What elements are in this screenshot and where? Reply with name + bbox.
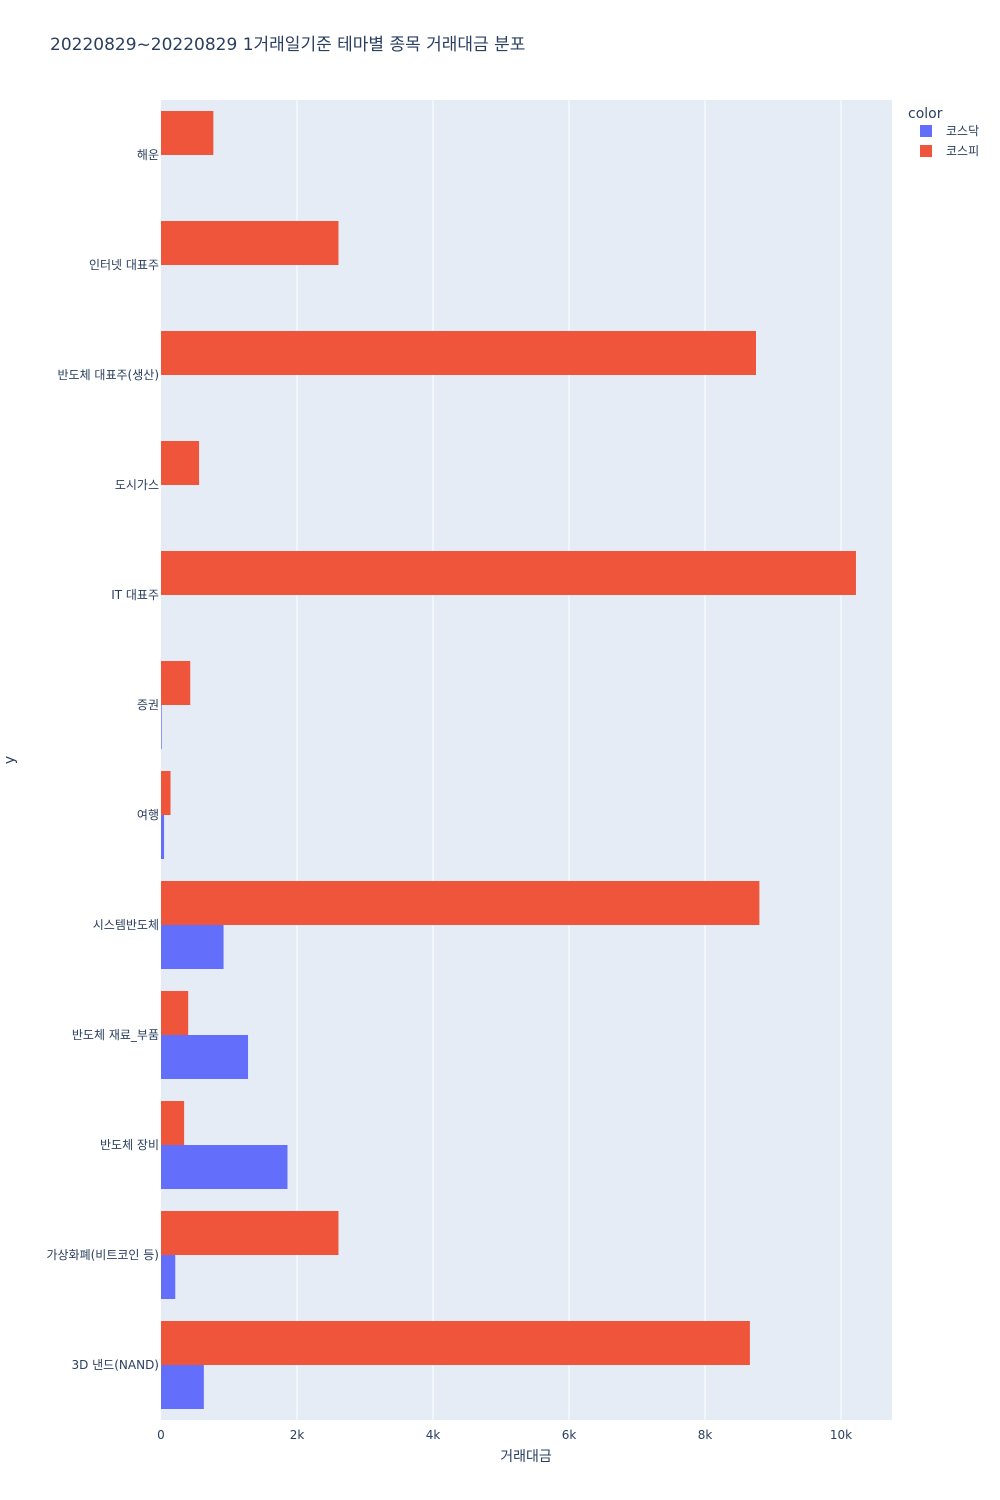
legend-title: color bbox=[908, 106, 943, 122]
legend: color 코스닥 코스피 bbox=[908, 106, 979, 158]
legend-swatch-kosdaq bbox=[920, 125, 932, 137]
y-tick-label: 반도체 대표주(생산) bbox=[58, 368, 160, 382]
x-tick-label: 0 bbox=[157, 1428, 165, 1442]
bar-kospi[interactable] bbox=[161, 441, 200, 485]
bar-kospi[interactable] bbox=[161, 551, 856, 595]
bar-kospi[interactable] bbox=[161, 1101, 185, 1145]
x-tick-label: 10k bbox=[830, 1428, 852, 1442]
x-gridlines bbox=[296, 100, 842, 1420]
x-tick-label: 8k bbox=[698, 1428, 713, 1442]
bar-kospi[interactable] bbox=[161, 771, 171, 815]
legend-label-kosdaq: 코스닥 bbox=[946, 124, 979, 138]
x-axis-title: 거래대금 bbox=[500, 1449, 552, 1465]
legend-item-kospi[interactable]: 코스피 bbox=[920, 144, 979, 158]
x-tick-label: 4k bbox=[426, 1428, 441, 1442]
bar-kospi[interactable] bbox=[161, 1321, 750, 1365]
legend-swatch-kospi bbox=[920, 145, 932, 157]
y-tick-label: IT 대표주 bbox=[111, 588, 159, 602]
bar-kospi[interactable] bbox=[161, 111, 214, 155]
y-tick-label: 반도체 장비 bbox=[100, 1138, 159, 1152]
y-tick-label: 해운 bbox=[137, 148, 159, 162]
plot-background bbox=[161, 100, 892, 1420]
bar-kospi[interactable] bbox=[161, 991, 189, 1035]
x-tick-labels: 0 2k 4k 6k 8k 10k bbox=[157, 1428, 852, 1442]
bar-kospi[interactable] bbox=[161, 221, 339, 265]
bar-kosdaq[interactable] bbox=[161, 1035, 249, 1079]
y-tick-label: 증권 bbox=[137, 698, 159, 712]
x-tick-label: 6k bbox=[562, 1428, 577, 1442]
bar-kospi[interactable] bbox=[161, 881, 760, 925]
y-tick-label: 인터넷 대표주 bbox=[89, 258, 159, 272]
y-axis-title: y bbox=[2, 756, 18, 764]
y-tick-label: 가상화폐(비트코인 등) bbox=[46, 1248, 159, 1262]
bars bbox=[161, 111, 856, 1409]
y-tick-label: 도시가스 bbox=[115, 478, 159, 492]
legend-label-kospi: 코스피 bbox=[946, 144, 979, 158]
legend-item-kosdaq[interactable]: 코스닥 bbox=[920, 124, 979, 138]
bar-kospi[interactable] bbox=[161, 331, 756, 375]
y-tick-label: 3D 낸드(NAND) bbox=[71, 1358, 159, 1372]
bar-kosdaq[interactable] bbox=[161, 1365, 204, 1409]
chart-title: 20220829~20220829 1거래일기준 테마별 종목 거래대금 분포 bbox=[50, 35, 525, 55]
bar-kosdaq[interactable] bbox=[161, 705, 162, 749]
bar-kosdaq[interactable] bbox=[161, 815, 165, 859]
bar-kospi[interactable] bbox=[161, 661, 191, 705]
y-tick-label: 시스템반도체 bbox=[93, 918, 159, 932]
bar-kosdaq[interactable] bbox=[161, 925, 224, 969]
bar-kosdaq[interactable] bbox=[161, 1255, 176, 1299]
bar-kosdaq[interactable] bbox=[161, 1145, 288, 1189]
x-tick-label: 2k bbox=[290, 1428, 305, 1442]
y-tick-label: 반도체 재료_부품 bbox=[72, 1028, 159, 1042]
y-tick-label: 여행 bbox=[137, 807, 159, 822]
bar-kospi[interactable] bbox=[161, 1211, 339, 1255]
